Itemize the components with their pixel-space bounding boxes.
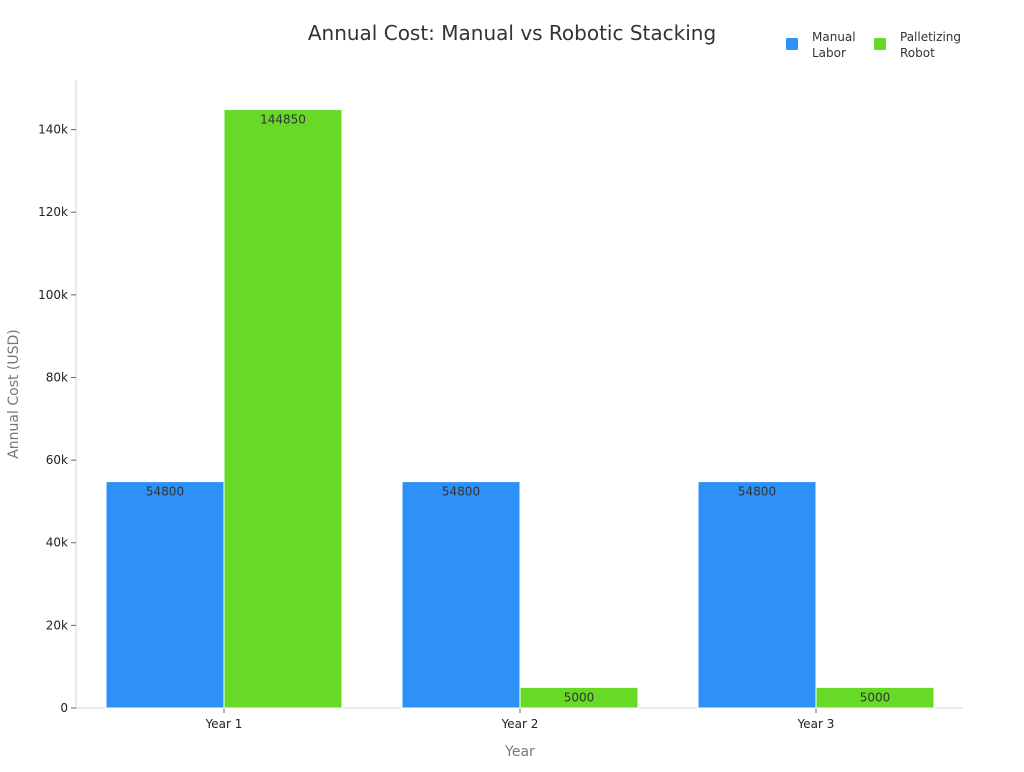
legend-label: Robot (900, 46, 935, 60)
y-tick-label: 80k (46, 370, 68, 384)
x-axis-label: Year (504, 744, 535, 760)
legend-label: Palletizing (900, 30, 961, 44)
legend-label: Manual (812, 30, 856, 44)
bar-palletizing-robot[interactable] (815, 686, 935, 709)
bar-value-label: 5000 (564, 690, 595, 704)
y-tick-label: 140k (38, 123, 68, 137)
bar-value-label: 5000 (860, 690, 891, 704)
bar-value-label: 54800 (738, 485, 776, 499)
bar-palletizing-robot[interactable] (519, 686, 639, 709)
legend: Manual Labor Palletizing Robot (786, 30, 961, 60)
bar-manual-labor[interactable] (697, 481, 817, 709)
bar-value-label: 54800 (146, 485, 184, 499)
bars (105, 109, 935, 709)
data-labels: 54800 54800 54800 144850 5000 5000 (146, 113, 890, 705)
legend-swatch (874, 38, 886, 50)
bar-manual-labor[interactable] (105, 481, 225, 709)
bar-manual-labor[interactable] (401, 481, 521, 709)
bar-value-label: 54800 (442, 485, 480, 499)
x-tick-label: Year 2 (501, 717, 539, 731)
y-tick-label: 100k (38, 288, 68, 302)
legend-label: Labor (812, 46, 846, 60)
y-tick-label: 60k (46, 453, 68, 467)
bar-palletizing-robot[interactable] (223, 109, 343, 709)
legend-swatch (786, 38, 798, 50)
axes: 0 20k 40k 60k 80k 100k 120k 140k Year 1 Year 2 Yea… (38, 80, 963, 731)
y-tick-label: 20k (46, 618, 68, 632)
bar-value-label: 144850 (260, 113, 306, 127)
legend-item-palletizing-robot[interactable]: Palletizing Robot (874, 30, 961, 60)
chart-title: Annual Cost: Manual vs Robotic Stacking (308, 21, 716, 45)
y-tick-label: 0 (60, 701, 68, 715)
y-axis-label: Annual Cost (USD) (6, 329, 22, 459)
y-tick-label: 40k (46, 536, 68, 550)
y-tick-label: 120k (38, 205, 68, 219)
x-tick-label: Year 3 (797, 717, 835, 731)
legend-item-manual-labor[interactable]: Manual Labor (786, 30, 856, 60)
x-tick-label: Year 1 (205, 717, 243, 731)
